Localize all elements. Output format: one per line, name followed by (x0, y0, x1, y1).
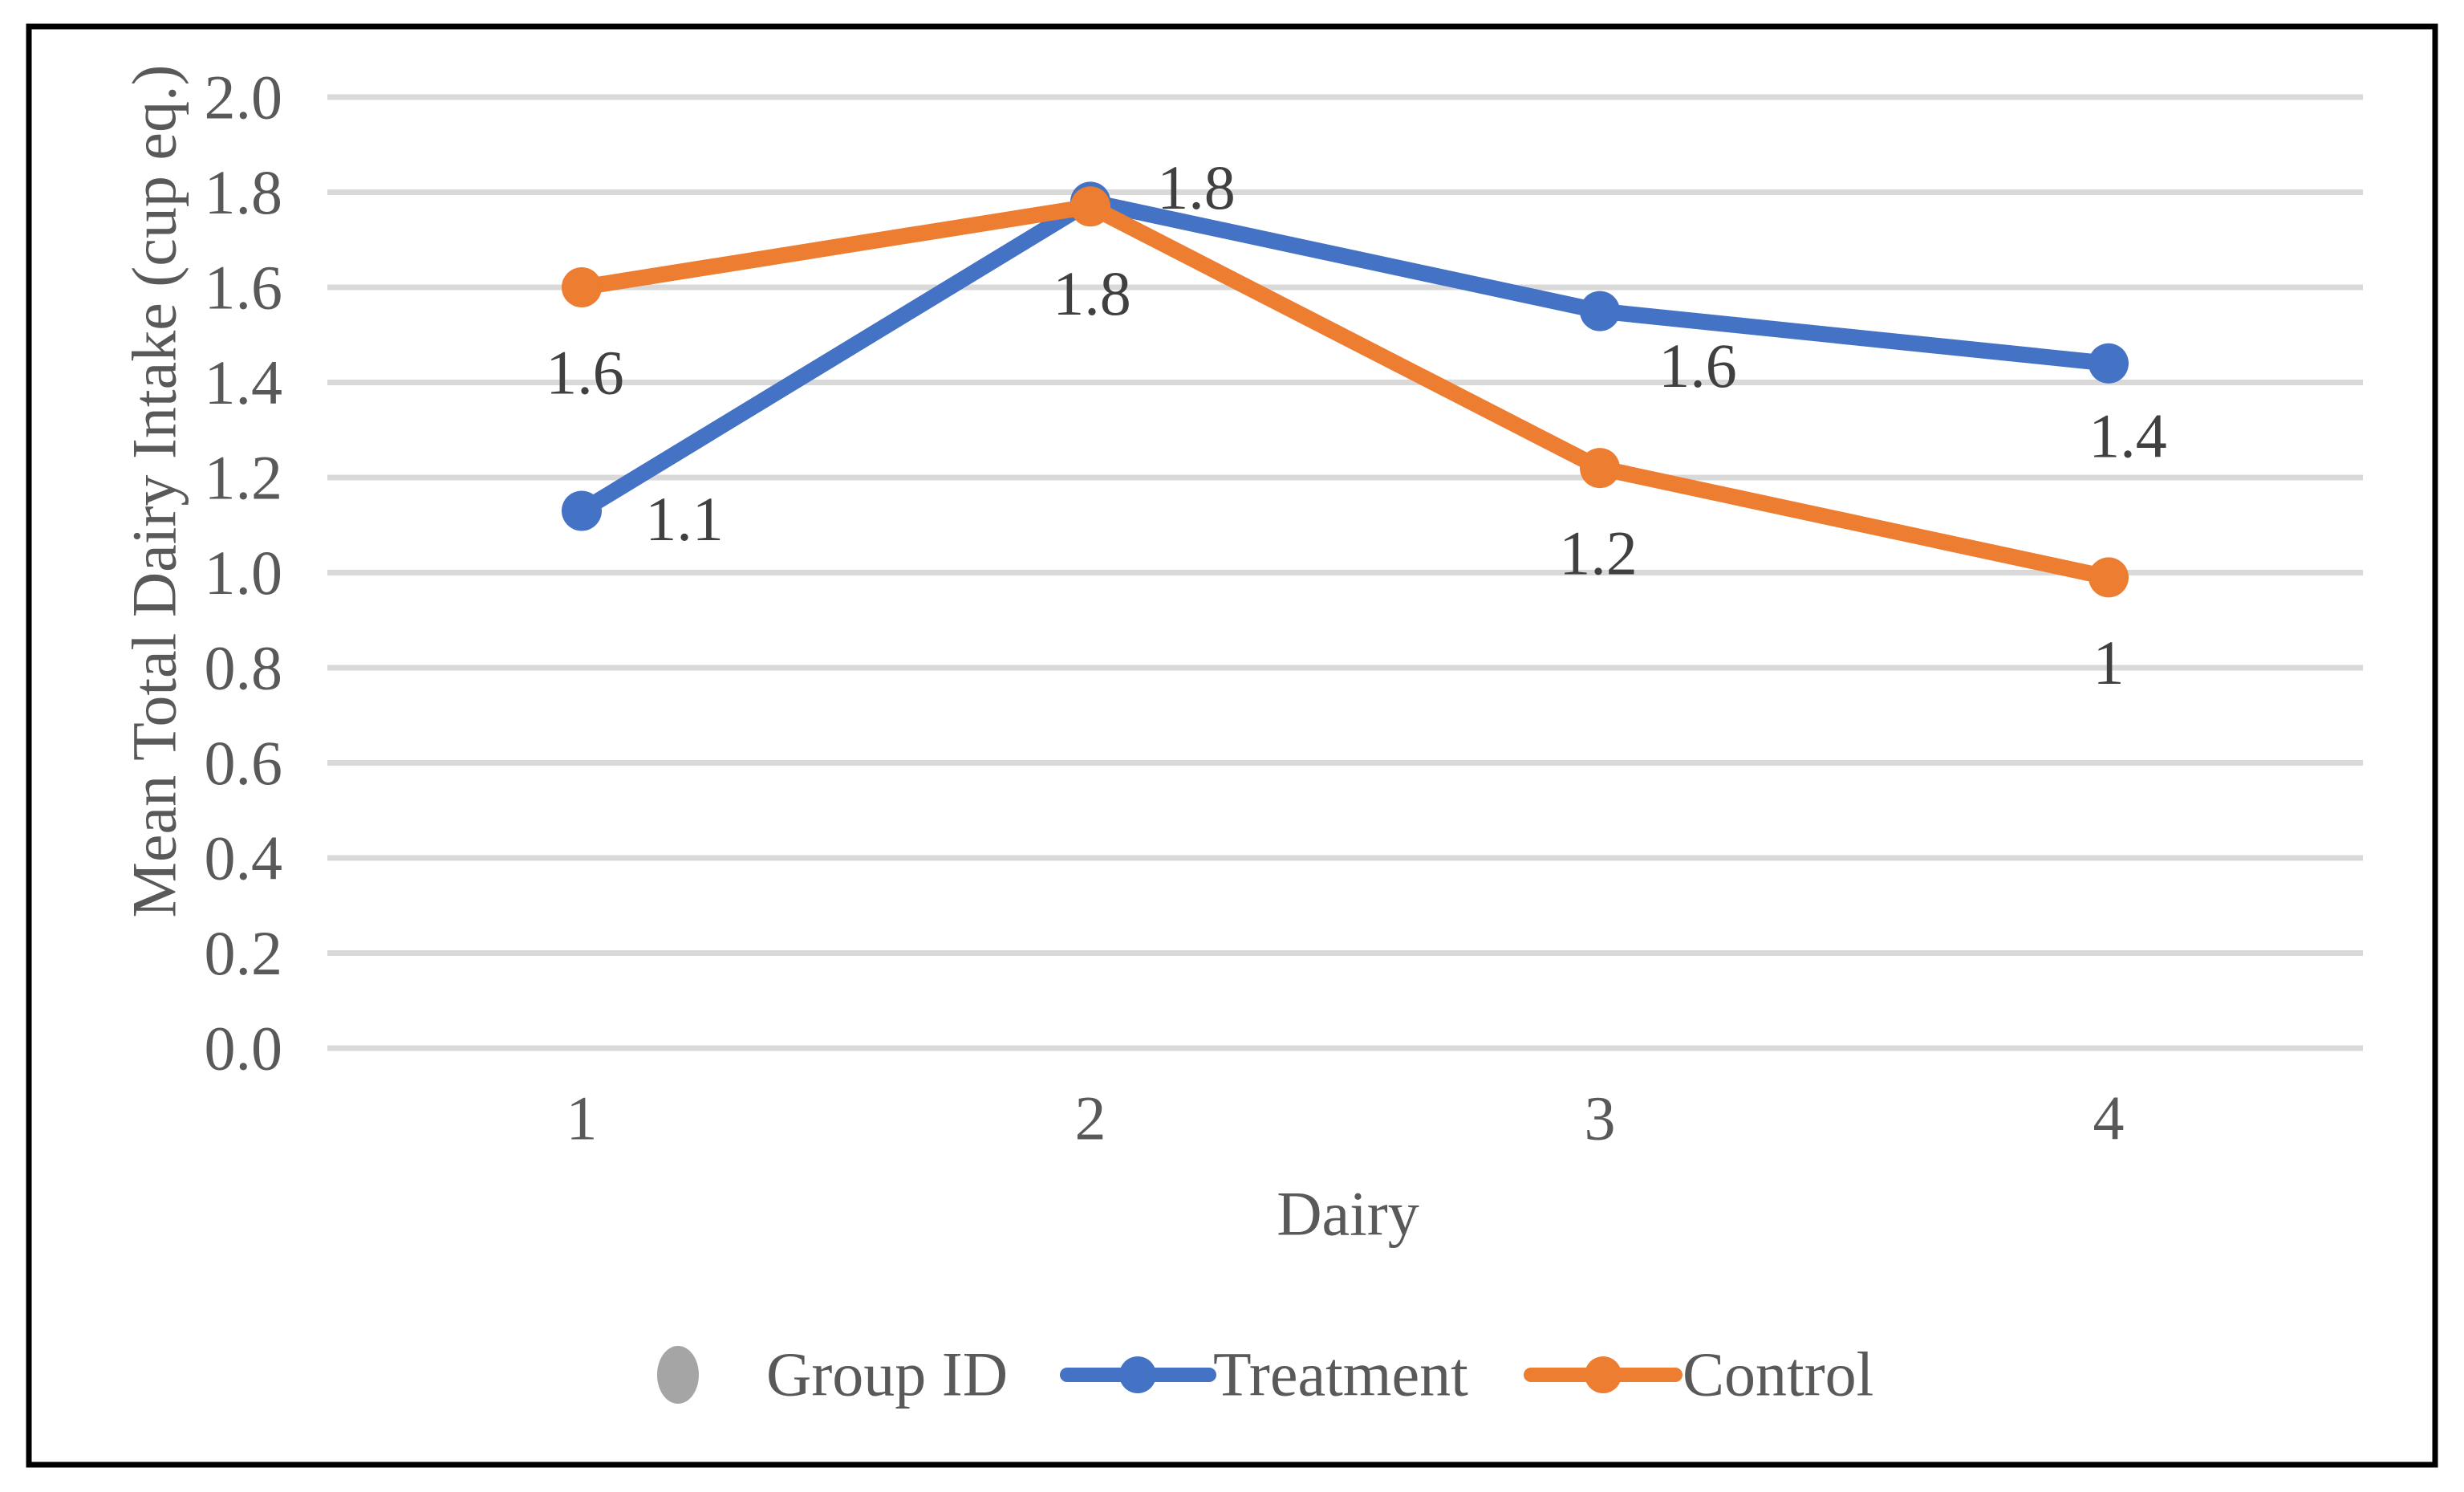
data-label: 1.8 (1053, 258, 1131, 328)
gridlines (327, 94, 2363, 1051)
y-tick-label: 0.0 (205, 1014, 283, 1083)
x-tick-label: 3 (1585, 1083, 1616, 1153)
y-tick-label: 0.4 (205, 823, 283, 893)
x-tick-label: 1 (566, 1083, 598, 1153)
data-label: 1.6 (546, 338, 624, 408)
series-marker-treatment (2089, 343, 2129, 384)
legend-item-control: Control (1524, 1340, 1873, 1409)
series-marker-treatment (562, 490, 602, 531)
x-tick-label: 4 (2093, 1083, 2125, 1153)
legend-marker-icon (1119, 1356, 1156, 1393)
figure-border (26, 23, 2438, 1468)
y-tick-label: 1.4 (205, 348, 283, 417)
series-marker-control (2089, 557, 2129, 598)
y-tick-label: 1.6 (205, 253, 283, 323)
y-axis-tick-labels: 0.0 0.2 0.4 0.6 0.8 1.0 1.2 1.4 1.6 1.8 2.0 (205, 63, 283, 1083)
y-tick-label: 1.8 (205, 157, 283, 227)
series-marker-control (1070, 186, 1110, 227)
y-tick-label: 0.2 (205, 918, 283, 988)
legend-marker-icon (1585, 1356, 1622, 1393)
data-label: 1 (2093, 628, 2125, 697)
x-axis-title: Dairy (1277, 1179, 1419, 1249)
series-lines (562, 181, 2129, 598)
x-axis-tick-labels: 1 2 3 4 (566, 1083, 2125, 1153)
series-marker-control (1580, 448, 1620, 489)
y-tick-label: 1.2 (205, 443, 283, 513)
data-label: 1.1 (645, 484, 724, 554)
y-tick-label: 2.0 (205, 63, 283, 132)
data-labels: 1.1 1.8 1.6 1.4 1.6 1.8 1.2 1 (546, 152, 2167, 697)
series-line-treatment (574, 193, 2117, 519)
y-tick-label: 0.6 (205, 728, 283, 798)
legend-dot-icon (657, 1346, 699, 1404)
legend-label: Control (1683, 1340, 1873, 1409)
legend-label: Treatment (1213, 1340, 1468, 1409)
series-marker-treatment (1580, 291, 1620, 331)
legend-item-treatment: Treatment (1060, 1340, 1468, 1409)
legend-label: Group ID (766, 1340, 1008, 1409)
y-tick-label: 0.8 (205, 633, 283, 703)
x-tick-label: 2 (1075, 1083, 1106, 1153)
series-marker-control (562, 267, 602, 307)
data-label: 1.2 (1559, 518, 1638, 588)
data-label: 1.6 (1658, 331, 1737, 400)
y-axis-title: Mean Total Dairy Intake (cup eq.) (120, 64, 189, 917)
legend-item-group-id: Group ID (657, 1340, 1008, 1409)
data-label: 1.8 (1157, 152, 1236, 222)
data-label: 1.4 (2089, 400, 2167, 470)
y-tick-label: 1.0 (205, 538, 283, 608)
series-line-control (574, 198, 2117, 586)
legend: Group ID Treatment Control (657, 1340, 1873, 1409)
